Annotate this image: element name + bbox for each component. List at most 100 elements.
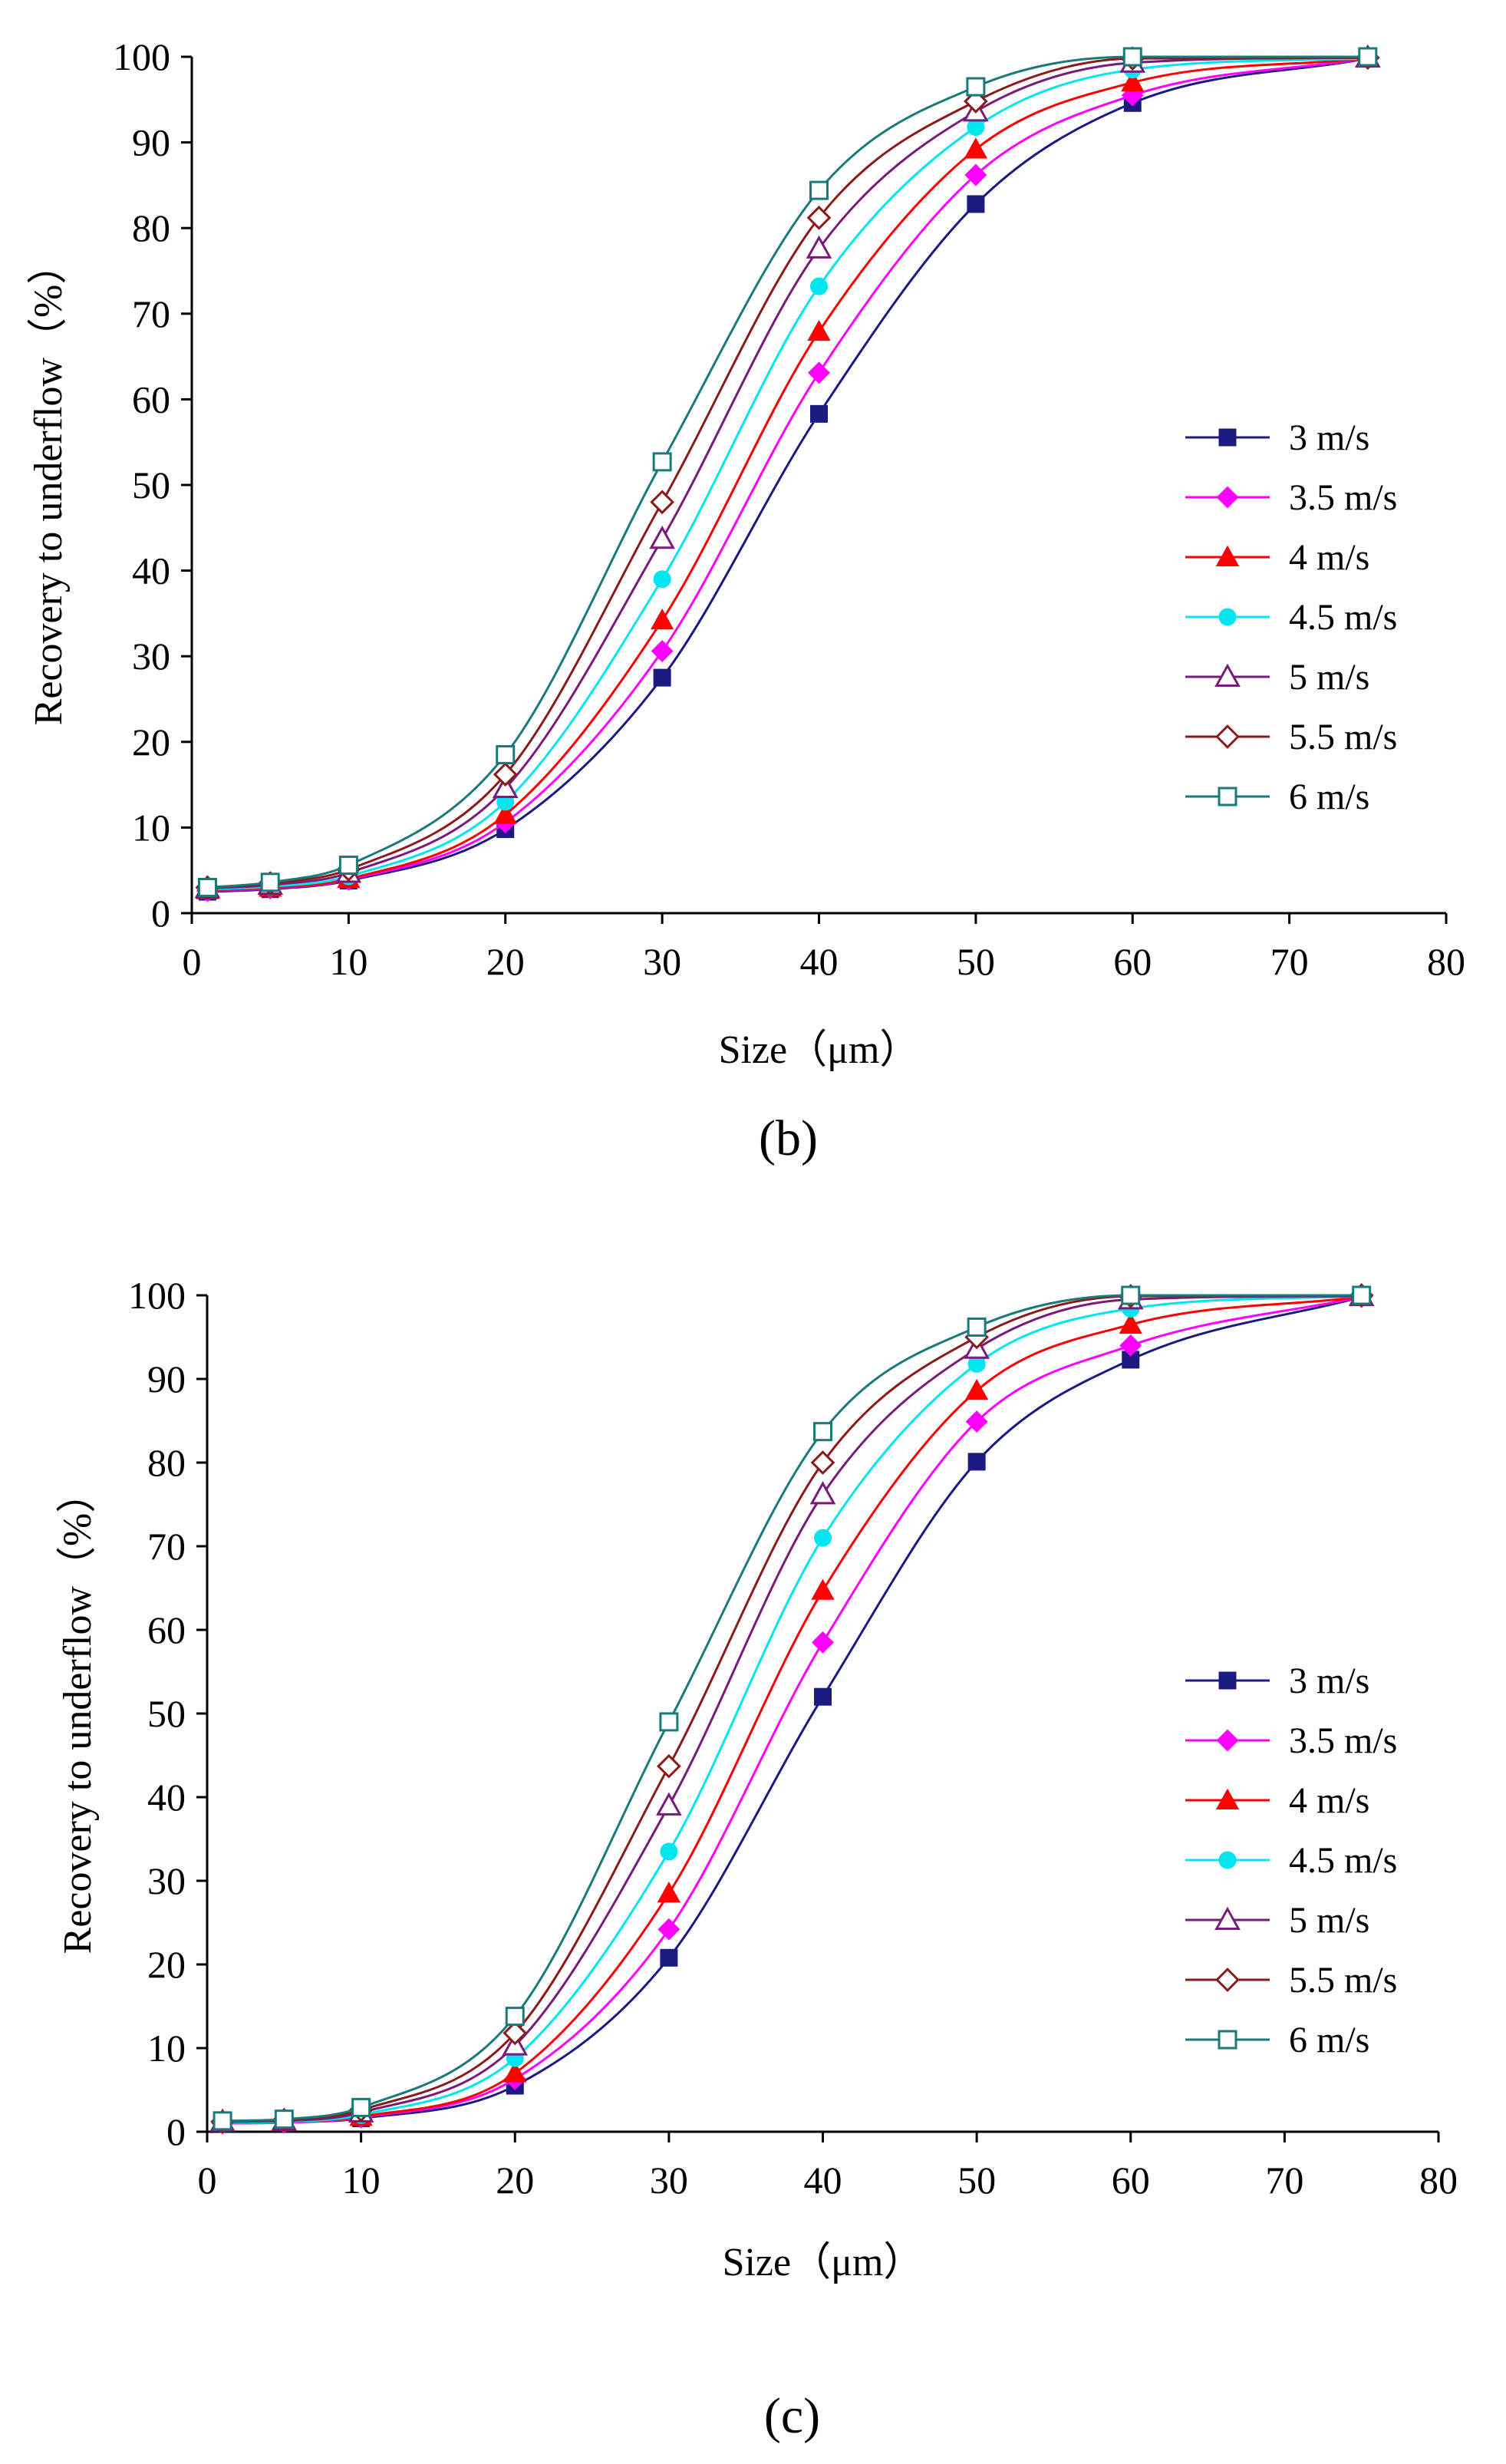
legend-marker	[1215, 724, 1240, 749]
series-4ms-group	[196, 46, 1379, 899]
data-point	[809, 1481, 836, 1505]
data-point	[806, 235, 832, 259]
data-point	[814, 1687, 832, 1706]
data-point	[812, 1631, 834, 1654]
data-point	[197, 878, 217, 898]
data-point	[503, 2020, 528, 2046]
data-point	[806, 205, 832, 230]
data-point	[966, 77, 986, 97]
data-point	[967, 1453, 986, 1471]
data-point	[964, 163, 987, 186]
x-tick-label: 20	[496, 2159, 534, 2202]
data-point	[493, 803, 517, 824]
panel-label: (c)	[764, 2388, 820, 2444]
data-point	[807, 319, 831, 341]
data-point	[660, 1948, 678, 1967]
legend-entry-label: 5 m/s	[1289, 657, 1369, 698]
data-point	[657, 1918, 681, 1941]
data-point	[260, 872, 280, 892]
y-tick-label: 100	[113, 35, 170, 78]
data-point	[505, 2007, 525, 2027]
series-5-5ms-group	[210, 1283, 1374, 2134]
legend-marker	[1218, 608, 1237, 626]
data-point	[660, 1842, 678, 1861]
legend-marker	[1215, 1788, 1240, 1809]
series-line	[222, 1294, 1362, 2123]
series-5ms-group	[209, 1282, 1375, 2132]
series-5ms-group	[194, 44, 1381, 899]
legend-marker	[1218, 787, 1237, 806]
series-line	[207, 57, 1369, 893]
data-point	[649, 525, 675, 549]
legend-entry-label: 3 m/s	[1289, 1661, 1369, 1701]
y-tick-label: 0	[166, 2110, 186, 2153]
legend: 3 m/s 3.5 m/s 4 m/s 4.5 m/s 5 m/s 5.5 m/s 6 m/…	[1185, 1661, 1397, 2060]
legend-marker	[1214, 663, 1241, 687]
data-point	[657, 1882, 681, 1903]
legend-marker	[1214, 1906, 1241, 1930]
series-line	[207, 57, 1368, 892]
legend-marker	[1218, 1851, 1237, 1869]
legend-entry-label: 4.5 m/s	[1289, 597, 1397, 638]
legend-marker	[1218, 2030, 1237, 2050]
data-point	[1119, 1312, 1142, 1334]
y-tick-label: 20	[147, 1943, 186, 1986]
data-point	[1358, 47, 1378, 67]
legend-marker	[1216, 486, 1239, 509]
series-line	[222, 1294, 1362, 2123]
series-line	[207, 56, 1368, 889]
series-4ms-group	[210, 1285, 1373, 2132]
y-tick-label: 30	[132, 635, 170, 678]
legend-entry-label: 4 m/s	[1289, 1780, 1369, 1821]
legend-marker	[1215, 1968, 1240, 1992]
x-axis-title: Size（μm）	[719, 1028, 920, 1072]
x-tick-label: 60	[1112, 2159, 1150, 2202]
chart-panel-b: 0 10 20 30 40 50 60 70 80 90 100 0 10 20 30 40 50 60 70 80 S…	[27, 35, 1465, 1166]
data-point	[656, 1792, 682, 1816]
legend-entry-label: 6 m/s	[1289, 777, 1369, 817]
y-tick-label: 80	[132, 206, 170, 249]
legend-entry-label: 3.5 m/s	[1289, 477, 1397, 518]
data-point	[1119, 1334, 1142, 1357]
y-tick-label: 60	[132, 378, 170, 421]
data-point	[964, 1378, 989, 1400]
y-tick-label: 90	[147, 1357, 186, 1400]
series-5-5ms-group	[195, 45, 1380, 900]
data-point	[492, 774, 519, 799]
data-point	[967, 195, 985, 213]
data-point	[808, 361, 830, 384]
x-tick-label: 20	[486, 940, 525, 983]
legend-marker	[1218, 1671, 1237, 1690]
x-tick-label: 0	[198, 2159, 217, 2202]
legend-entry-label: 5.5 m/s	[1289, 717, 1397, 757]
legend-entry-label: 4.5 m/s	[1289, 1840, 1397, 1881]
series-3ms-group	[213, 1288, 1371, 2132]
data-point	[657, 1753, 681, 1779]
data-point	[493, 762, 518, 787]
data-point	[965, 1410, 988, 1433]
series-line	[207, 55, 1368, 889]
data-point	[814, 1529, 832, 1547]
data-point	[964, 137, 988, 159]
data-point	[650, 490, 674, 515]
data-point	[813, 1422, 832, 1442]
x-tick-label: 70	[1270, 940, 1309, 983]
data-point	[338, 856, 358, 876]
y-tick-label: 50	[147, 1692, 186, 1735]
legend-entry-label: 5 m/s	[1289, 1900, 1369, 1941]
legend-entry-label: 4 m/s	[1289, 537, 1369, 578]
y-tick-label: 80	[147, 1441, 186, 1484]
y-tick-label: 10	[147, 2027, 186, 2070]
data-point	[659, 1712, 679, 1732]
legend-entry-label: 3.5 m/s	[1289, 1720, 1397, 1761]
x-tick-label: 50	[957, 2159, 996, 2202]
legend-marker	[1218, 428, 1237, 447]
series-4-5ms-group	[213, 1287, 1371, 2132]
series-4-5ms-group	[198, 49, 1377, 899]
data-point	[650, 608, 674, 630]
panel-label: (b)	[759, 1110, 818, 1166]
data-point	[810, 1450, 835, 1475]
series-6ms-group	[213, 1285, 1372, 2131]
data-point	[1122, 47, 1142, 67]
